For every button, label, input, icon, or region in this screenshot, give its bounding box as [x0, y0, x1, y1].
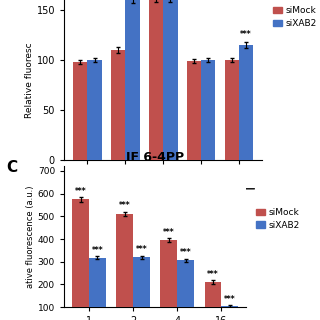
Bar	[187, 61, 201, 160]
Bar	[72, 199, 89, 320]
Legend: siMock, siXAB2: siMock, siXAB2	[271, 4, 318, 30]
Text: C: C	[6, 160, 18, 175]
Bar	[163, 0, 178, 160]
Bar	[73, 62, 87, 160]
Text: ***: ***	[207, 270, 219, 279]
Text: ***: ***	[92, 246, 103, 255]
Text: ***: ***	[75, 187, 86, 196]
Bar	[133, 257, 150, 320]
Bar	[87, 60, 102, 160]
Text: ***: ***	[119, 202, 131, 211]
Bar	[239, 45, 253, 160]
Bar	[89, 258, 106, 320]
Bar	[116, 214, 133, 320]
Bar	[201, 60, 215, 160]
Text: ***: ***	[136, 245, 147, 254]
Y-axis label: ative fluorescence (a.u.): ative fluorescence (a.u.)	[26, 186, 35, 288]
Text: ***: ***	[224, 295, 236, 304]
Bar	[111, 50, 125, 160]
Bar	[161, 240, 177, 320]
Legend: siMock, siXAB2: siMock, siXAB2	[255, 206, 302, 231]
Text: ***: ***	[240, 30, 252, 39]
Title: IF 6-4PP: IF 6-4PP	[126, 151, 184, 164]
Text: ***: ***	[180, 248, 191, 257]
Bar	[125, 0, 140, 160]
Y-axis label: Relative fluoresc: Relative fluoresc	[25, 42, 34, 118]
Text: ***: ***	[127, 0, 138, 2]
Bar	[221, 306, 238, 320]
Bar	[225, 60, 239, 160]
Text: Time post UV (hr): Time post UV (hr)	[139, 205, 225, 215]
Text: ***: ***	[163, 228, 175, 236]
Bar	[177, 260, 194, 320]
Bar	[204, 282, 221, 320]
Bar	[149, 0, 163, 160]
